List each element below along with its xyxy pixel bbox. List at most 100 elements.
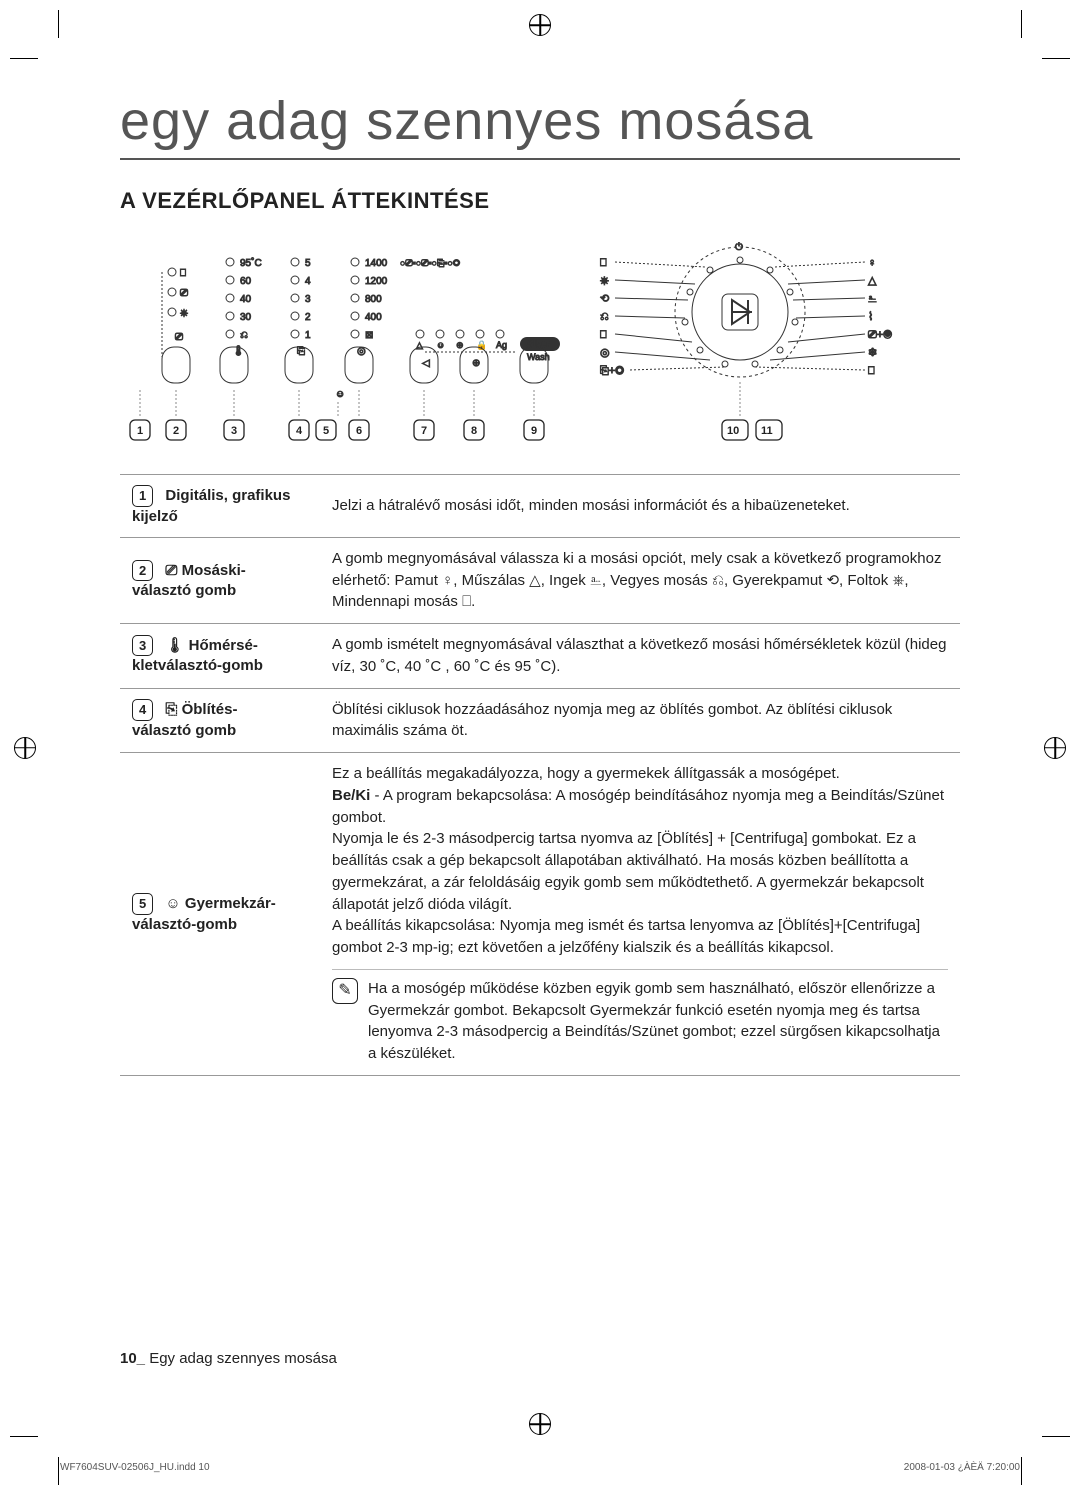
row-desc: Öblítési ciklusok hozzáadásához nyomja m… (320, 688, 960, 753)
crop-br-v (1021, 1457, 1022, 1485)
row-number: 4 (132, 699, 153, 721)
svg-text:⎁: ⎁ (868, 293, 877, 305)
row-label: ☺ Gyermekzár-választó-gomb (132, 895, 276, 933)
svg-text:☺: ☺ (335, 389, 345, 400)
page-number: 10_ (120, 1350, 145, 1367)
svg-text:◎: ◎ (600, 347, 610, 359)
svg-text:4: 4 (296, 425, 303, 437)
svg-text:5: 5 (305, 258, 311, 269)
row-number: 3 (132, 635, 153, 657)
crop-tl-h (10, 58, 38, 59)
svg-text:3: 3 (305, 294, 311, 305)
svg-text:⎈: ⎈ (180, 308, 188, 319)
svg-text:1400: 1400 (365, 258, 388, 269)
svg-text:Ag: Ag (496, 340, 507, 350)
crop-bl-h (10, 1436, 38, 1437)
page-footer: 10_ Egy adag szennyes mosása (120, 1350, 337, 1367)
reg-mark-bottom (529, 1413, 551, 1435)
svg-text:☺: ☺ (436, 340, 445, 350)
svg-text:⎕: ⎕ (868, 365, 875, 377)
svg-text:⊕: ⊕ (472, 358, 480, 369)
svg-text:⊠: ⊠ (365, 330, 373, 341)
svg-text:◁: ◁ (422, 358, 430, 369)
svg-text:⎚: ⎚ (180, 288, 188, 299)
page-content: egy adag szennyes mosása A VEZÉRLŐPANEL … (120, 90, 960, 1076)
svg-text:400: 400 (365, 312, 382, 323)
row-desc: A gomb megnyomásával válassza ki a mosás… (320, 537, 960, 623)
crop-tr-h (1042, 58, 1070, 59)
crop-tr-v (1021, 10, 1022, 38)
svg-text:9: 9 (531, 425, 537, 437)
info-note: ✎ Ha a mosógép működése közben egyik gom… (332, 969, 948, 1065)
reg-mark-right (1044, 737, 1066, 759)
table-row: 4 ⎘ Öblítés-választó gomb Öblítési ciklu… (120, 688, 960, 753)
svg-text:⟲: ⟲ (600, 293, 609, 305)
svg-text:❄: ❄ (868, 347, 877, 359)
svg-text:11: 11 (761, 425, 773, 437)
control-panel-diagram: ⎕ ⎚ ⎈ ⎚ 95˚C 60 40 30 ⎌ 🌡 5 4 3 2 1 (120, 242, 960, 452)
svg-text:⌇: ⌇ (868, 311, 873, 323)
svg-text:8: 8 (471, 425, 477, 437)
svg-text:2: 2 (305, 312, 311, 323)
svg-text:10: 10 (727, 425, 739, 437)
svg-text:1: 1 (137, 425, 143, 437)
section-heading: A VEZÉRLŐPANEL ÁTTEKINTÉSE (120, 188, 960, 214)
footer-text: Egy adag szennyes mosása (145, 1350, 337, 1367)
crop-br-h (1042, 1436, 1070, 1437)
svg-text:△: △ (868, 275, 877, 287)
svg-text:5: 5 (323, 425, 329, 437)
svg-text:⊕: ⊕ (456, 340, 464, 350)
svg-text:1: 1 (305, 330, 311, 341)
row-desc: Ez a beállítás megakadályozza, hogy a gy… (320, 753, 960, 1076)
svg-text:⎕: ⎕ (180, 268, 186, 279)
table-row: 3 🌡 Hőmérsé-kletválasztó-gomb A gomb ism… (120, 624, 960, 689)
svg-text:⎌: ⎌ (240, 330, 248, 341)
row-number: 5 (132, 893, 153, 915)
rinse-icon: ⎘ (165, 701, 177, 718)
svg-text:1200: 1200 (365, 276, 388, 287)
table-row: 2 ⎚ Mosáski-választó gomb A gomb megnyom… (120, 537, 960, 623)
svg-text:30: 30 (240, 312, 252, 323)
table-row: 1 Digitális, grafikuskijelző Jelzi a hát… (120, 475, 960, 538)
svg-text:⎕: ⎕ (600, 329, 607, 341)
svg-text:⎕: ⎕ (600, 257, 607, 269)
info-text: Ha a mosógép működése közben egyik gomb … (368, 978, 948, 1065)
row-label: Digitális, grafikuskijelző (132, 487, 290, 525)
svg-text:⎚+◉: ⎚+◉ (868, 329, 892, 341)
page-title: egy adag szennyes mosása (120, 90, 960, 160)
print-file: WF7604SUV-02506J_HU.indd 10 (60, 1462, 210, 1473)
svg-text:2: 2 (173, 425, 179, 437)
svg-text:3: 3 (231, 425, 237, 437)
crop-bl-v (58, 1457, 59, 1485)
reg-mark-left (14, 737, 36, 759)
row-desc: Jelzi a hátralévő mosási időt, minden mo… (320, 475, 960, 538)
row-number: 1 (132, 485, 153, 507)
svg-text:○⎚▪○⎚▪○⎘▪○◎: ○⎚▪○⎚▪○⎘▪○◎ (400, 258, 460, 268)
svg-text:4: 4 (305, 276, 311, 287)
svg-text:40: 40 (240, 294, 252, 305)
svg-text:60: 60 (240, 276, 252, 287)
svg-text:⎚: ⎚ (175, 332, 183, 343)
svg-text:7: 7 (421, 425, 427, 437)
svg-text:⎈: ⎈ (600, 275, 609, 287)
wash-icon: ⎚ (165, 561, 177, 578)
svg-text:⎘+◎: ⎘+◎ (600, 365, 624, 377)
panel-svg: ⎕ ⎚ ⎈ ⎚ 95˚C 60 40 30 ⎌ 🌡 5 4 3 2 1 (120, 242, 960, 452)
controls-table: 1 Digitális, grafikuskijelző Jelzi a hát… (120, 474, 960, 1076)
crop-tl-v (58, 10, 59, 38)
row-number: 2 (132, 560, 153, 582)
svg-text:800: 800 (365, 294, 382, 305)
svg-text:⎌: ⎌ (600, 311, 609, 323)
print-date: 2008-01-03 ¿ÀÈÄ 7:20:00 (904, 1462, 1020, 1473)
print-info: WF7604SUV-02506J_HU.indd 10 2008-01-03 ¿… (60, 1462, 1020, 1473)
svg-text:95˚C: 95˚C (240, 257, 262, 269)
svg-text:⏻: ⏻ (735, 242, 743, 253)
childlock-icon: ☺ (165, 895, 180, 912)
reg-mark-top (529, 14, 551, 36)
svg-text:6: 6 (356, 425, 362, 437)
table-row: 5 ☺ Gyermekzár-választó-gomb Ez a beállí… (120, 753, 960, 1076)
note-icon: ✎ (332, 978, 358, 1004)
row-desc: A gomb ismételt megnyomásával választhat… (320, 624, 960, 689)
svg-text:♀: ♀ (868, 257, 876, 269)
temp-icon: 🌡 (165, 637, 184, 654)
